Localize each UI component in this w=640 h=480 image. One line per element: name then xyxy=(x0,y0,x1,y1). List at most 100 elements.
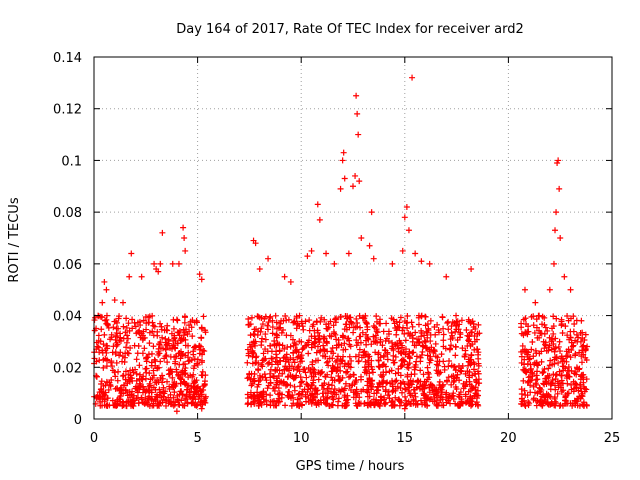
data-point xyxy=(404,371,411,378)
data-point xyxy=(324,371,331,378)
data-point xyxy=(402,386,409,393)
data-point xyxy=(249,353,256,360)
data-point xyxy=(275,385,282,392)
data-point xyxy=(123,344,130,351)
data-point xyxy=(518,324,525,331)
data-point xyxy=(127,345,134,352)
data-point xyxy=(392,370,399,377)
data-point xyxy=(342,313,349,320)
data-point xyxy=(401,318,408,325)
data-point xyxy=(310,379,317,386)
data-point xyxy=(530,395,537,402)
data-point xyxy=(184,331,191,338)
data-point xyxy=(247,321,254,328)
data-point xyxy=(375,357,382,364)
data-point xyxy=(421,337,428,344)
data-point xyxy=(166,370,173,377)
data-point xyxy=(455,393,462,400)
data-point xyxy=(107,383,114,390)
data-point xyxy=(360,352,367,359)
data-point xyxy=(273,319,280,326)
data-point xyxy=(109,397,116,404)
data-point xyxy=(380,372,387,379)
data-point xyxy=(270,372,277,379)
data-point xyxy=(118,386,125,393)
data-point xyxy=(389,381,396,388)
data-point xyxy=(284,374,291,381)
data-point xyxy=(191,344,198,351)
data-point xyxy=(355,399,362,406)
data-point xyxy=(193,385,200,392)
data-point xyxy=(247,389,254,396)
data-point xyxy=(421,332,428,339)
data-point xyxy=(321,316,328,323)
data-point xyxy=(533,359,540,366)
data-point xyxy=(334,353,341,360)
data-point xyxy=(148,350,155,357)
data-point xyxy=(316,369,323,376)
data-point xyxy=(466,368,473,375)
data-point xyxy=(171,354,178,361)
data-point xyxy=(247,376,254,383)
data-point xyxy=(553,209,560,216)
data-point xyxy=(565,317,572,324)
data-point xyxy=(422,313,429,320)
data-point xyxy=(536,399,543,406)
data-point xyxy=(561,273,568,280)
data-point xyxy=(332,358,339,365)
data-point xyxy=(273,342,280,349)
data-point xyxy=(532,380,539,387)
data-point xyxy=(312,386,319,393)
y-tick-label: 0.14 xyxy=(53,51,82,66)
x-tick-label: 10 xyxy=(293,431,310,446)
data-point xyxy=(265,255,272,262)
data-point xyxy=(125,376,132,383)
data-point xyxy=(338,386,345,393)
data-point xyxy=(301,366,308,373)
data-point xyxy=(294,396,301,403)
data-point xyxy=(155,351,162,358)
data-point xyxy=(315,336,322,343)
x-axis-label: GPS time / hours xyxy=(296,459,405,474)
data-point xyxy=(432,340,439,347)
data-point xyxy=(341,340,348,347)
data-point xyxy=(474,368,481,375)
data-point xyxy=(376,320,383,327)
data-point xyxy=(270,373,277,380)
data-point xyxy=(252,354,259,361)
data-point xyxy=(281,345,288,352)
data-point xyxy=(418,327,425,334)
data-point xyxy=(339,332,346,339)
data-point xyxy=(175,397,182,404)
data-point xyxy=(382,337,389,344)
data-point xyxy=(152,362,159,369)
data-point xyxy=(158,326,165,333)
data-point xyxy=(445,363,452,370)
data-point xyxy=(531,329,538,336)
data-point xyxy=(521,387,528,394)
data-point xyxy=(156,341,163,348)
data-point xyxy=(356,178,363,185)
data-point xyxy=(562,323,569,330)
data-point xyxy=(315,357,322,364)
data-point xyxy=(306,317,313,324)
data-point xyxy=(465,337,472,344)
data-point xyxy=(427,381,434,388)
data-point xyxy=(182,247,189,254)
data-point xyxy=(151,323,158,330)
data-point xyxy=(191,388,198,395)
data-point xyxy=(453,366,460,373)
data-point xyxy=(279,342,286,349)
data-point xyxy=(201,397,208,404)
data-point xyxy=(170,316,177,323)
data-point xyxy=(406,348,413,355)
data-point xyxy=(309,323,316,330)
data-point xyxy=(452,344,459,351)
data-point xyxy=(280,354,287,361)
data-point xyxy=(160,384,167,391)
data-point xyxy=(470,384,477,391)
data-point xyxy=(159,334,166,341)
data-point xyxy=(413,342,420,349)
data-point xyxy=(545,374,552,381)
data-point xyxy=(377,393,384,400)
